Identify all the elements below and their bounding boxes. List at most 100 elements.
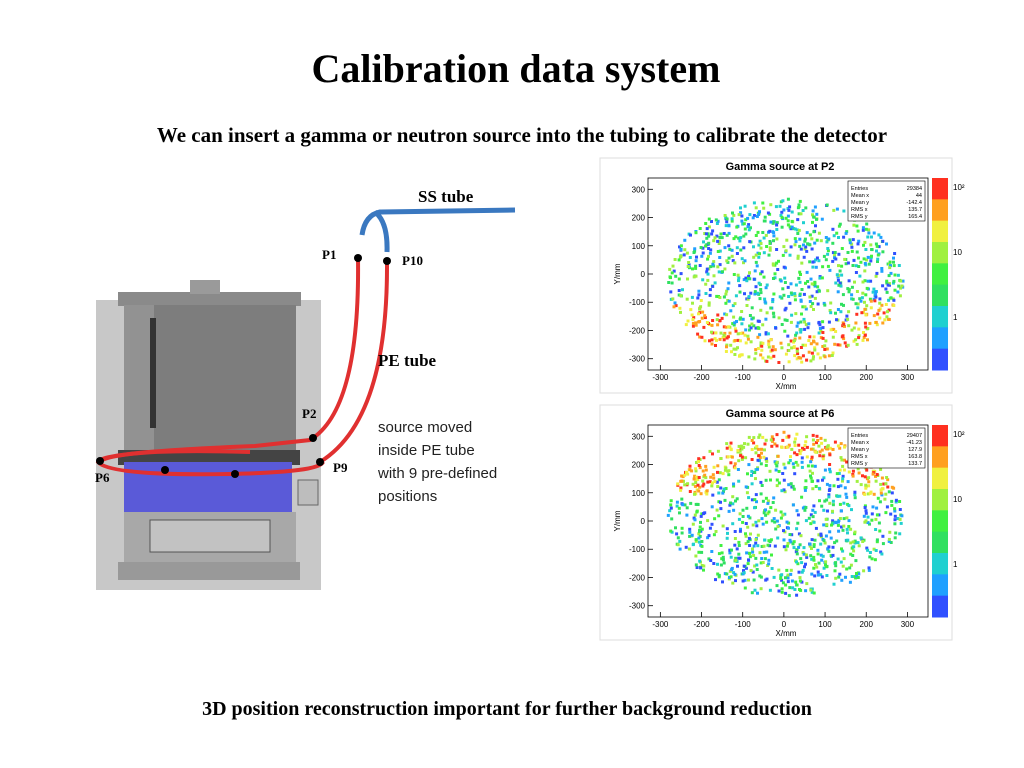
heatmap-cell [743,442,746,446]
heatmap-cell [755,524,759,528]
heatmap-cell [831,553,835,557]
heatmap-cell [841,528,845,532]
position-dot [383,257,391,265]
heatmap-cell [787,483,791,487]
heatmap-cell [788,301,792,305]
heatmap-cell [740,257,744,261]
heatmap-cell [710,220,713,223]
heatmap-cell [713,480,717,483]
heatmap-cell [771,300,775,304]
heatmap-cell [674,526,677,530]
heatmap-cell [875,249,878,253]
heatmap-cell [722,232,726,235]
heatmap-cell [760,517,764,521]
heatmap-cell [852,223,856,227]
heatmap-cell [774,468,778,472]
heatmap-cell [673,301,677,305]
heatmap-cell [755,500,758,504]
heatmap-cell [813,538,817,542]
position-dot [309,434,317,442]
heatmap-cell [836,444,840,448]
heatmap-cell [799,212,803,216]
heatmap-cell [741,331,745,335]
heatmap-cell [845,460,849,464]
heatmap-cell [815,342,819,346]
heatmap-cell [668,275,672,279]
heatmap-cell [781,438,785,442]
heatmap-cell [824,258,828,262]
heatmap-cell [744,218,748,222]
heatmap-cell [686,277,689,281]
heatmap-cell [803,488,807,492]
heatmap-cell [682,479,685,483]
heatmap-cell [716,265,720,269]
heatmap-cell [850,297,854,301]
heatmap-cell [783,490,787,494]
heatmap-cell [777,481,781,485]
heatmap-cell [801,305,805,309]
heatmap-cell [724,487,728,490]
heatmap-cell [888,266,892,270]
heatmap-cell [780,445,783,449]
heatmap-cell [749,532,752,536]
heatmap-cell [785,238,789,242]
heatmap-cell [782,208,786,212]
heatmap-cell [732,508,736,512]
heatmap-cell [852,258,856,262]
heatmap-cell [765,459,769,463]
heatmap-cell [741,508,745,512]
heatmap-cell [862,243,865,247]
heatmap-cell [850,328,854,332]
heatmap-cell [753,290,757,294]
heatmap-cell [789,245,793,249]
heatmap-cell [764,233,768,237]
heatmap-cell [856,541,860,545]
heatmap-cell [707,234,711,238]
heatmap-cell [813,346,817,350]
heatmap-cell [765,283,769,287]
heatmap-cell [744,532,747,536]
heatmap-cell [834,281,838,285]
heatmap-cell [881,542,885,546]
heatmap-cell [812,283,816,287]
heatmap-cell [769,538,773,542]
heatmap-cell [811,471,814,475]
heatmap-cell [782,488,786,492]
heatmap-cell [860,296,864,300]
heatmap-cell [803,305,807,309]
heatmap-cell [819,542,823,546]
heatmap-cell [836,343,840,347]
heatmap-cell [710,323,714,327]
heatmap-cell [754,538,758,542]
heatmap-cell [898,517,902,521]
heatmap-cell [810,547,813,550]
heatmap-cell [866,515,870,519]
heatmap-cell [861,474,864,478]
heatmap-cell [889,264,892,268]
heatmap-cell [769,506,773,510]
heatmap-cell [685,471,688,474]
heatmap-cell [669,529,673,533]
heatmap-cell [711,284,715,288]
heatmap-cell [856,302,860,306]
heatmap-cell [716,464,720,468]
heatmap-cell [817,533,821,537]
heatmap-cell [698,559,702,563]
heatmap-cell [704,232,708,236]
heatmap-cell [825,445,829,449]
heatmap-cell [708,288,712,292]
heatmap-cell [779,516,783,520]
heatmap-cell [716,449,720,453]
stats-key: Entries [851,433,868,439]
heatmap-cell [694,264,698,268]
heatmap-cell [700,254,704,258]
heatmap-cell [757,435,761,439]
heatmap-cell [674,304,678,308]
heatmap-cell [734,579,737,583]
y-tick-label: 100 [632,489,646,498]
heatmap-cell [872,287,876,291]
heatmap-cell [893,536,897,540]
heatmap-cell [736,564,739,568]
heatmap-cell [711,481,714,485]
heatmap-cell [804,506,808,509]
